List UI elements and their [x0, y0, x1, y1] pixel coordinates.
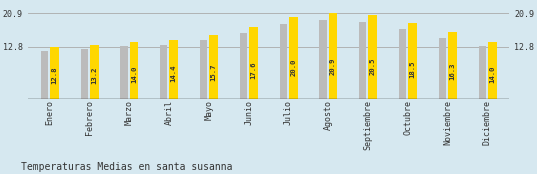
Bar — [249, 27, 258, 99]
Bar — [81, 49, 88, 99]
Text: 14.4: 14.4 — [171, 65, 177, 82]
Text: 14.0: 14.0 — [489, 65, 495, 83]
Text: 20.0: 20.0 — [290, 58, 296, 76]
Bar — [280, 24, 287, 99]
Bar — [448, 32, 457, 99]
Bar — [408, 23, 417, 99]
Bar — [50, 47, 59, 99]
Text: 20.9: 20.9 — [330, 57, 336, 75]
Text: 20.5: 20.5 — [370, 58, 376, 76]
Bar — [160, 45, 168, 99]
Bar — [209, 35, 218, 99]
Bar — [478, 46, 486, 99]
Bar — [90, 45, 98, 99]
Bar — [399, 29, 407, 99]
Bar — [359, 22, 366, 99]
Bar — [120, 46, 128, 99]
Text: 15.7: 15.7 — [211, 64, 216, 81]
Bar — [289, 17, 297, 99]
Bar — [329, 13, 337, 99]
Text: 18.5: 18.5 — [410, 60, 416, 78]
Text: 13.2: 13.2 — [91, 66, 97, 84]
Bar — [240, 33, 247, 99]
Bar — [320, 20, 326, 99]
Bar — [200, 40, 207, 99]
Bar — [439, 38, 446, 99]
Bar — [41, 51, 48, 99]
Text: 14.0: 14.0 — [131, 65, 137, 83]
Bar — [169, 40, 178, 99]
Bar — [488, 42, 497, 99]
Text: 17.6: 17.6 — [250, 61, 256, 79]
Text: Temperaturas Medias en santa susanna: Temperaturas Medias en santa susanna — [21, 162, 233, 172]
Bar — [368, 15, 377, 99]
Bar — [129, 42, 139, 99]
Text: 12.8: 12.8 — [52, 67, 57, 84]
Text: 16.3: 16.3 — [449, 63, 455, 80]
